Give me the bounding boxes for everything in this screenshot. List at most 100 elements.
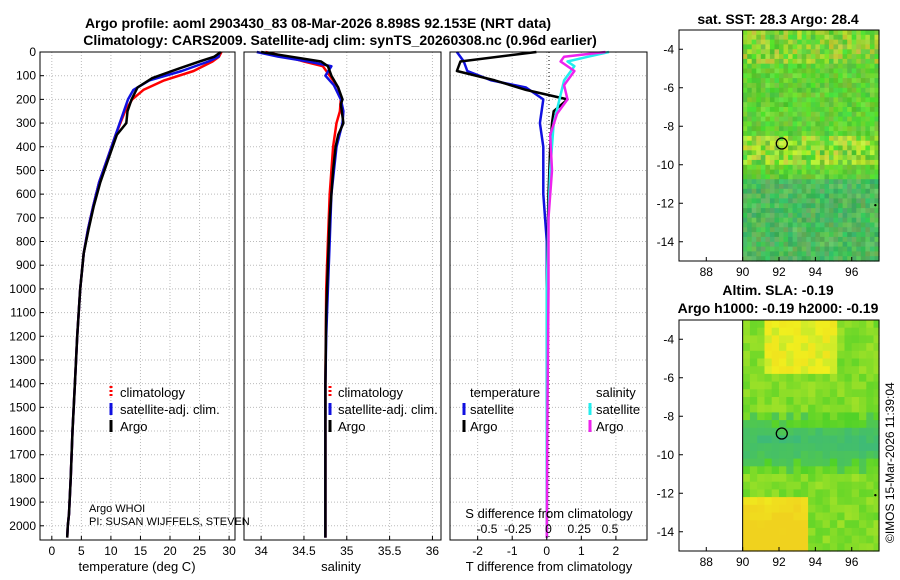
- map-cell: [829, 169, 835, 175]
- map-cell: [793, 397, 802, 406]
- map-cell: [865, 198, 871, 204]
- map-cell: [774, 126, 780, 132]
- map-cell: [769, 116, 775, 122]
- map-cell: [838, 198, 844, 204]
- map-cell: [783, 34, 789, 41]
- map-cell: [764, 320, 773, 329]
- map-cell: [833, 232, 839, 238]
- map-cell: [838, 39, 844, 45]
- map-cell: [779, 420, 787, 429]
- map-cell: [764, 466, 773, 475]
- map-cell: [810, 140, 816, 147]
- map-cell: [822, 389, 831, 398]
- map-cell: [829, 241, 835, 248]
- map-cell: [829, 435, 838, 444]
- map-cell: [749, 527, 758, 537]
- map-cell: [874, 232, 880, 238]
- map-cell: [756, 155, 762, 161]
- map-cell: [824, 107, 830, 113]
- map-cell: [860, 39, 866, 45]
- map-cell: [842, 193, 848, 199]
- map-cell: [838, 116, 844, 122]
- map-cell: [742, 198, 748, 204]
- map-cell: [874, 116, 880, 122]
- map-cell: [859, 404, 867, 413]
- map-cell: [751, 30, 757, 36]
- map-cell: [824, 116, 830, 122]
- map-cell: [856, 222, 862, 228]
- map-cell: [749, 373, 758, 383]
- map-cell: [874, 188, 880, 195]
- map-cell: [792, 63, 798, 70]
- map-cell: [810, 184, 816, 190]
- title-line2: Climatology: CARS2009. Satellite-adj cli…: [83, 32, 597, 48]
- map-cell: [792, 126, 798, 132]
- map-cell: [757, 458, 766, 467]
- map-cell: [774, 208, 780, 214]
- map-cell: [866, 327, 875, 336]
- map-cell: [765, 193, 771, 199]
- map-cell: [760, 92, 766, 98]
- map-cell: [842, 44, 848, 50]
- map-cell: [829, 335, 838, 344]
- map-cell: [874, 212, 880, 219]
- map-cell: [797, 78, 803, 84]
- map-cell: [838, 217, 844, 224]
- map-cell: [801, 30, 807, 36]
- map-cell: [797, 227, 803, 233]
- map-cell: [859, 497, 867, 506]
- map-cell: [847, 78, 853, 84]
- map-cell: [833, 97, 839, 103]
- map-cell: [837, 512, 846, 521]
- map-cell: [810, 227, 816, 233]
- map-cell: [851, 450, 860, 460]
- map-cell: [793, 466, 802, 475]
- map-cell: [847, 145, 853, 151]
- map-cell: [779, 107, 785, 113]
- map-cell: [860, 63, 866, 70]
- map-cell: [801, 116, 807, 122]
- profile-marker: [775, 137, 788, 150]
- map-cell: [751, 179, 757, 185]
- map-cell: [760, 188, 766, 195]
- map-cell: [792, 102, 798, 108]
- map-cell: [786, 443, 795, 452]
- map-cell: [851, 111, 857, 118]
- x-tick-label: 36: [426, 544, 440, 558]
- map-cell: [783, 145, 789, 151]
- map-cell: [865, 184, 871, 190]
- map-cell: [873, 327, 880, 336]
- map-cell: [865, 241, 871, 248]
- map-cell: [788, 222, 794, 228]
- map-cell: [806, 179, 812, 185]
- map-cell: [837, 535, 846, 544]
- map-cell: [842, 246, 848, 252]
- map-y-tick-label: -12: [657, 486, 675, 500]
- map-cell: [771, 350, 780, 360]
- map-cell: [869, 97, 875, 103]
- map-cell: [808, 474, 816, 483]
- map-cell: [800, 358, 809, 367]
- map-cell: [808, 397, 816, 406]
- map-cell: [860, 111, 866, 118]
- map-cell: [869, 140, 875, 147]
- map-cell: [815, 34, 821, 41]
- map-cell: [779, 34, 785, 41]
- map-cell: [842, 164, 848, 171]
- map-cell: [860, 92, 866, 98]
- map-cell: [742, 232, 748, 238]
- map-cell: [844, 435, 853, 444]
- map-cell: [808, 543, 816, 552]
- map-cell: [810, 179, 816, 185]
- map-cell: [756, 208, 762, 214]
- map-cell: [866, 435, 875, 444]
- map-cell: [760, 203, 766, 209]
- map-cell: [829, 30, 835, 36]
- map-cell: [742, 420, 751, 429]
- map-cell: [860, 256, 866, 262]
- map-cell: [859, 443, 867, 452]
- map-cell: [747, 217, 753, 224]
- map-cell: [747, 111, 753, 118]
- map-cell: [797, 241, 803, 248]
- map-cell: [760, 49, 766, 55]
